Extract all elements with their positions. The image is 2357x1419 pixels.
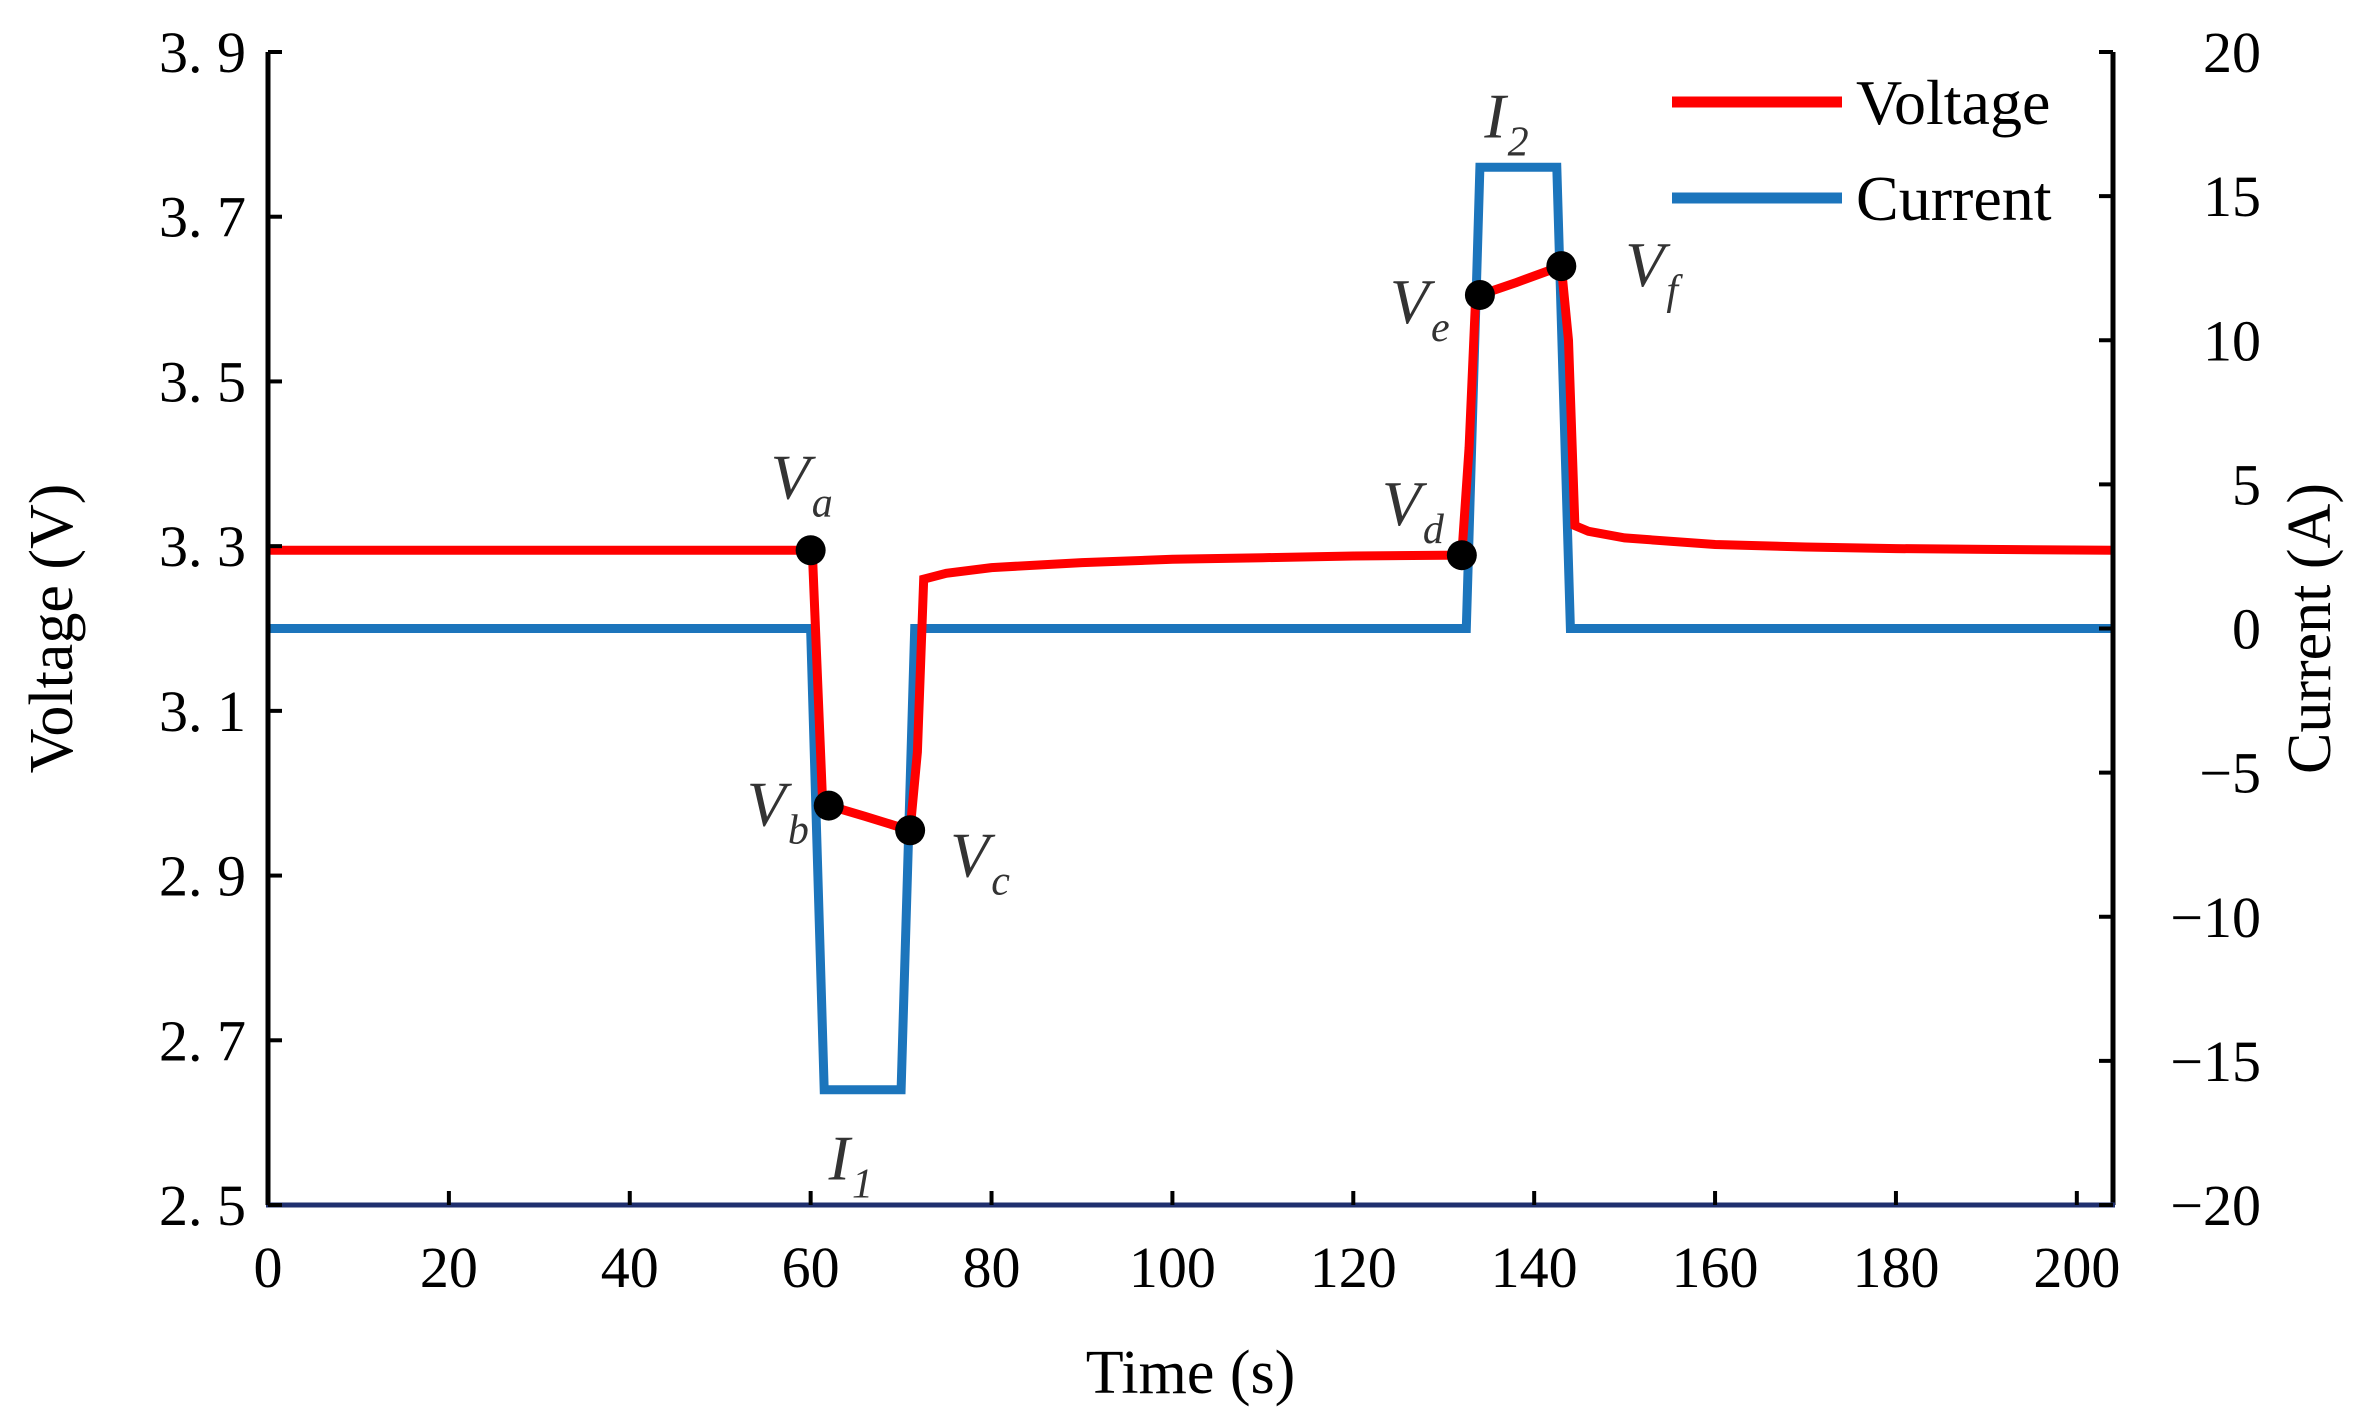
annotation-i1-main: I bbox=[828, 1123, 853, 1194]
x-tick-label: 60 bbox=[782, 1235, 840, 1300]
x-tick-label: 180 bbox=[1852, 1235, 1939, 1300]
marker-vf bbox=[1546, 251, 1577, 282]
marker-vd bbox=[1446, 540, 1477, 571]
x-tick-label: 0 bbox=[254, 1235, 283, 1300]
x-tick-label: 120 bbox=[1310, 1235, 1397, 1300]
y-right-tick-label: −10 bbox=[2170, 885, 2261, 950]
y-left-tick-label: 2. 5 bbox=[159, 1173, 246, 1238]
x-tick-label: 140 bbox=[1491, 1235, 1578, 1300]
y-right-tick-label: −5 bbox=[2199, 741, 2261, 806]
annotation-va-main: V bbox=[771, 441, 817, 512]
annotation-vd-sub: d bbox=[1423, 507, 1445, 553]
annotation-i1-sub: 1 bbox=[852, 1162, 873, 1208]
x-tick-label: 100 bbox=[1129, 1235, 1216, 1300]
annotation-vf-sub: f bbox=[1666, 268, 1683, 314]
x-tick-label: 20 bbox=[420, 1235, 478, 1300]
marker-vc bbox=[895, 815, 926, 846]
y-left-tick-label: 3. 9 bbox=[159, 20, 246, 85]
y-left-tick-label: 2. 9 bbox=[159, 844, 246, 909]
annotation-vc: Vc bbox=[950, 819, 1010, 904]
y-right-tick-label: 5 bbox=[2232, 452, 2261, 517]
annotation-va-sub: a bbox=[812, 480, 833, 526]
annotation-vb-main: V bbox=[747, 769, 793, 840]
y-right-tick-label: −20 bbox=[2170, 1173, 2261, 1238]
x-tick-label: 40 bbox=[601, 1235, 659, 1300]
x-tick-label: 200 bbox=[2033, 1235, 2120, 1300]
annotation-vb-sub: b bbox=[788, 808, 809, 854]
series-line-current bbox=[268, 162, 2113, 1095]
annotation-va: Va bbox=[771, 441, 833, 526]
y-right-tick-label: 10 bbox=[2203, 308, 2261, 373]
y-left-tick-label: 2. 7 bbox=[159, 1008, 246, 1073]
annotation-vf-main: V bbox=[1625, 229, 1671, 300]
legend: Voltage Current bbox=[1672, 67, 2052, 234]
marker-ve bbox=[1464, 279, 1495, 310]
y-left-tick-label: 3. 1 bbox=[159, 679, 246, 744]
x-axis-title: Time (s) bbox=[1086, 1339, 1296, 1407]
series-line-voltage bbox=[268, 259, 2114, 837]
marker-vb bbox=[813, 790, 844, 821]
x-tick-label: 160 bbox=[1672, 1235, 1759, 1300]
y-left-tick-label: 3. 5 bbox=[159, 349, 246, 414]
annotation-i1: I1 bbox=[828, 1123, 873, 1208]
annotation-vf: Vf bbox=[1625, 229, 1683, 314]
legend-label-voltage: Voltage bbox=[1856, 67, 2050, 138]
annotation-vd: Vd bbox=[1382, 468, 1445, 553]
y-axis-left-title: Voltage (V) bbox=[18, 484, 86, 774]
legend-label-current: Current bbox=[1856, 163, 2052, 234]
y-right-tick-label: 20 bbox=[2203, 20, 2261, 85]
y-left-tick-label: 3. 3 bbox=[159, 514, 246, 579]
annotation-ve-main: V bbox=[1390, 266, 1436, 337]
y-left-tick-label: 3. 7 bbox=[159, 185, 246, 250]
annotation-i2-main: I bbox=[1483, 80, 1508, 151]
annotation-i2-sub: 2 bbox=[1508, 119, 1529, 165]
marker-layer bbox=[795, 251, 1577, 846]
series-layer bbox=[268, 162, 2114, 1095]
annotation-vc-sub: c bbox=[991, 858, 1010, 904]
y-right-tick-label: 15 bbox=[2203, 164, 2261, 229]
annotation-i2: I2 bbox=[1483, 80, 1528, 165]
annotation-ve-sub: e bbox=[1431, 305, 1450, 351]
x-tick-label: 80 bbox=[963, 1235, 1021, 1300]
y-right-tick-label: 0 bbox=[2232, 597, 2261, 662]
y-right-tick-label: −15 bbox=[2170, 1029, 2261, 1094]
annotation-ve: Ve bbox=[1390, 266, 1450, 351]
y-axis-right-title: Current (A) bbox=[2276, 483, 2344, 774]
annotation-vb: Vb bbox=[747, 769, 809, 854]
annotation-vd-main: V bbox=[1382, 468, 1428, 539]
annotation-vc-main: V bbox=[950, 819, 996, 890]
marker-va bbox=[795, 535, 826, 566]
